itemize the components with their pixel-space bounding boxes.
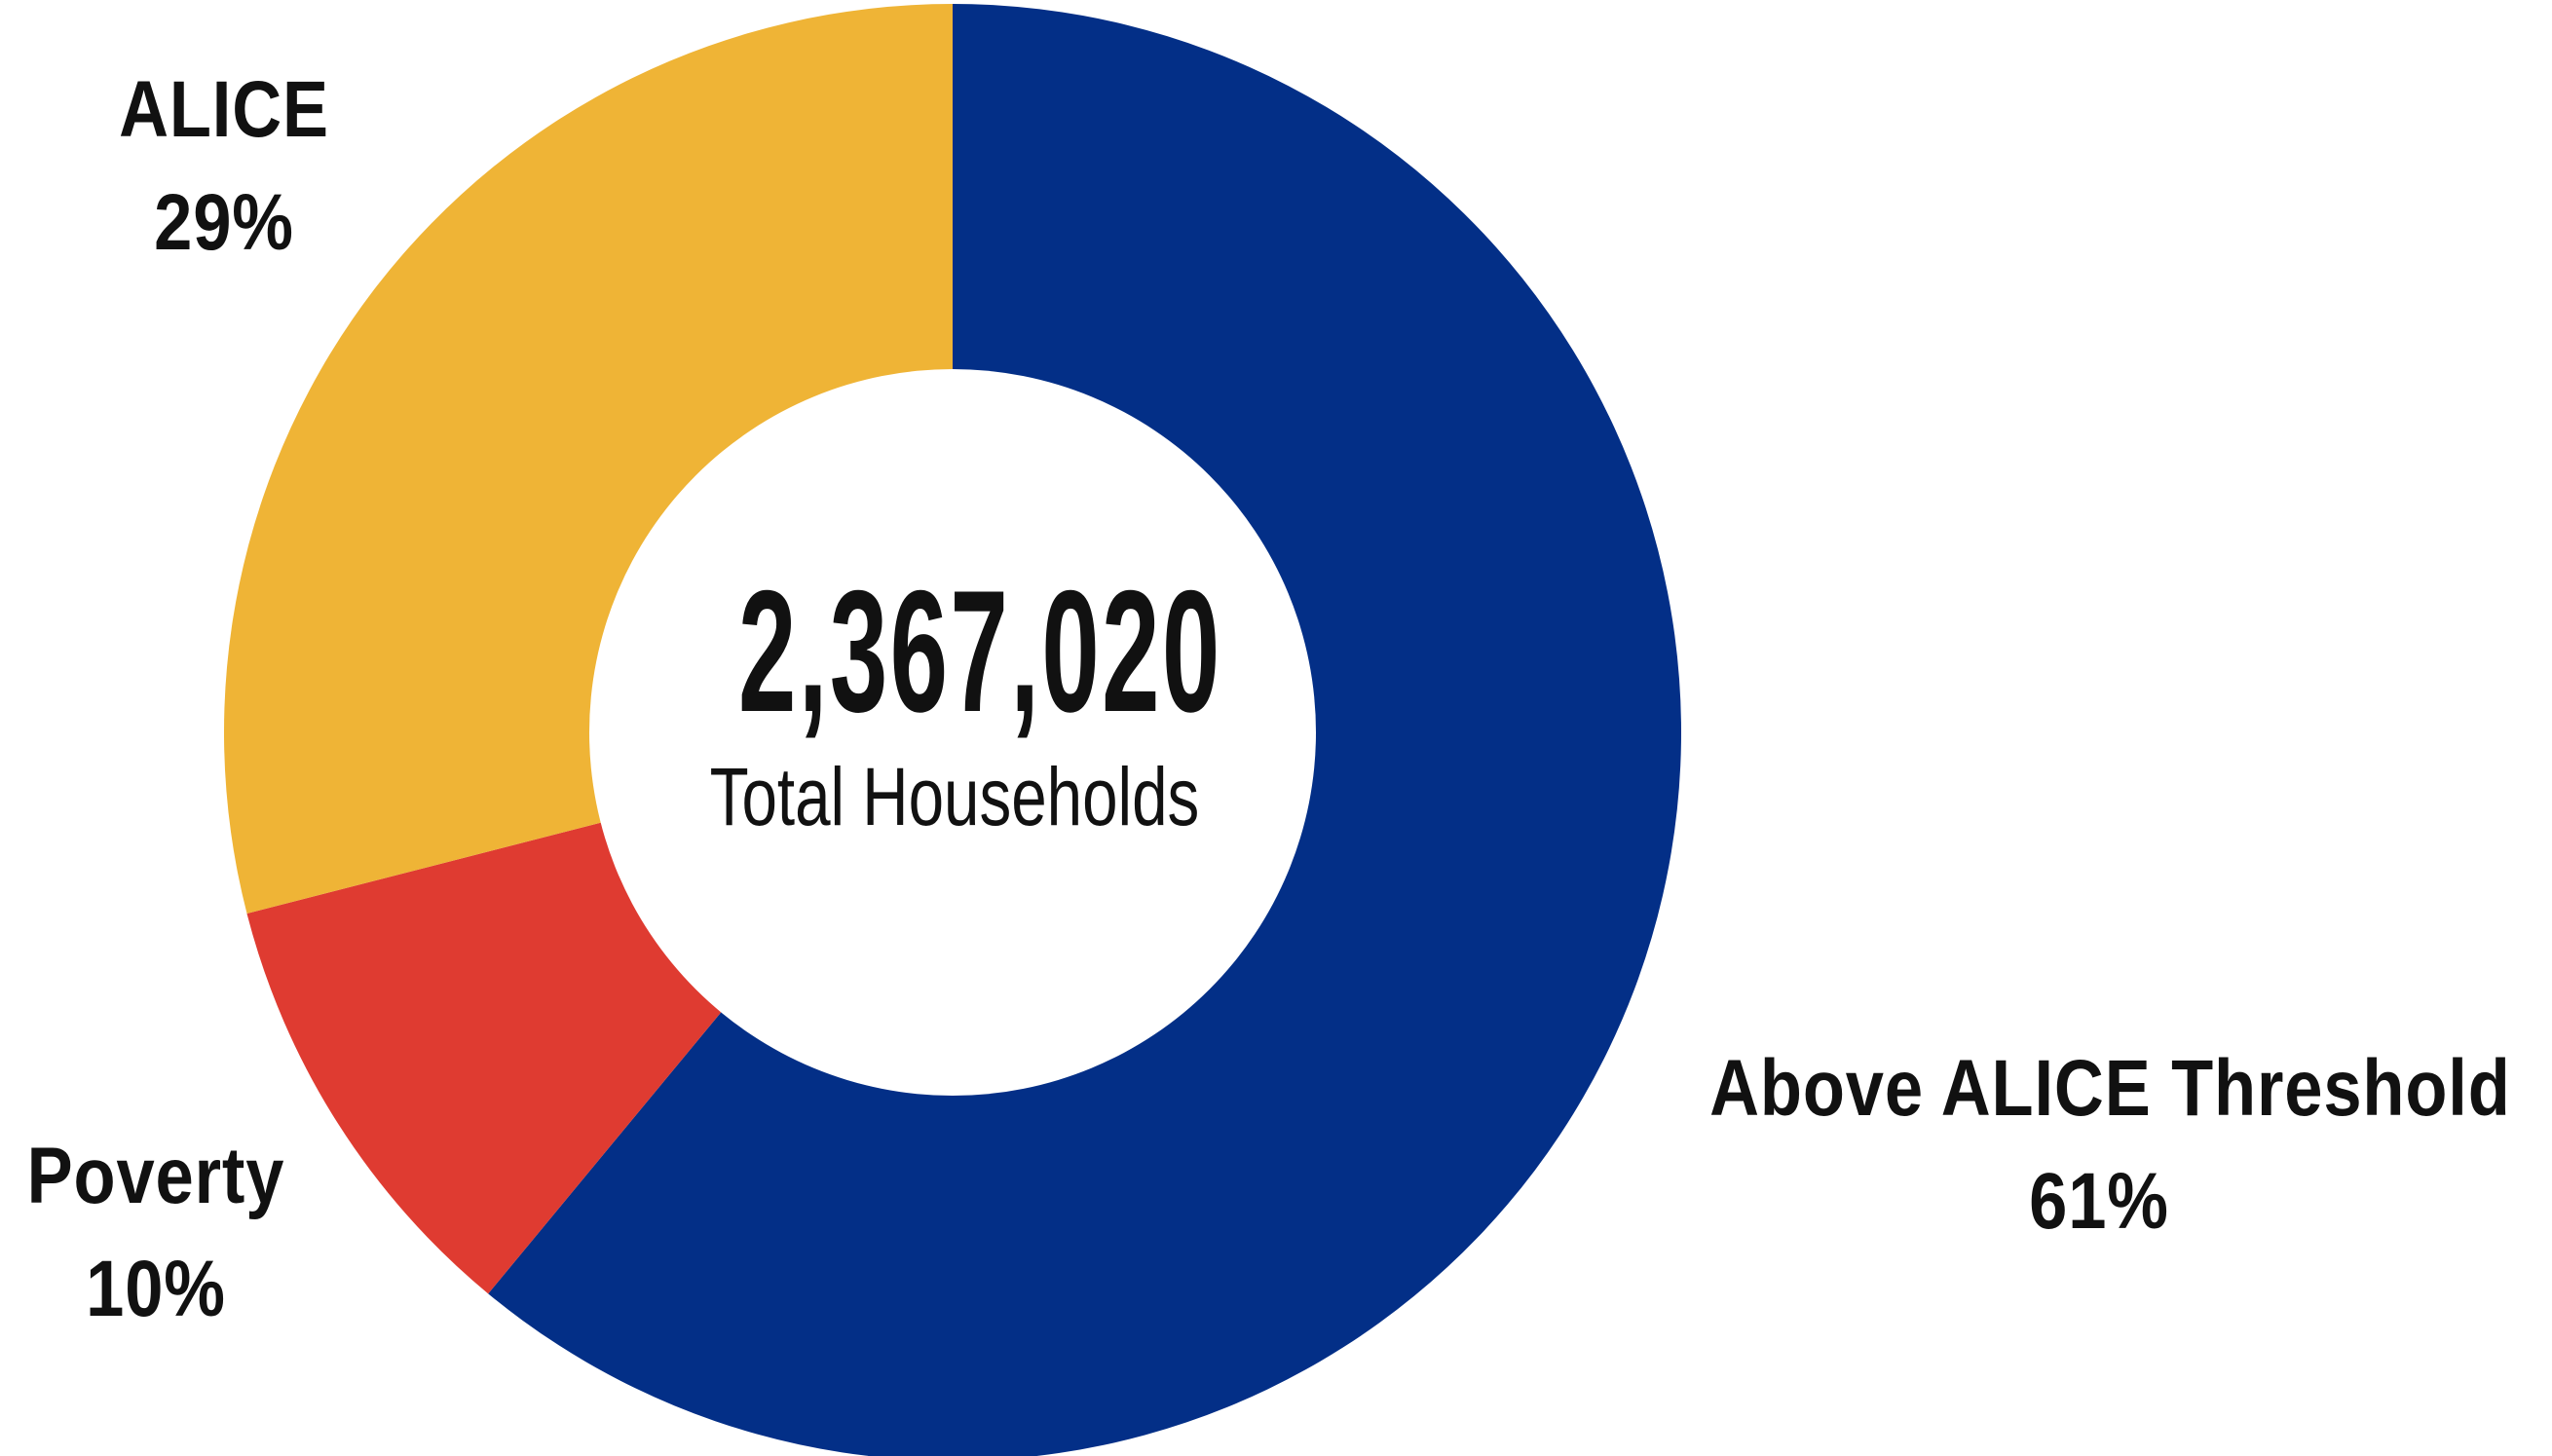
total-households-value: 2,367,020 (738, 554, 1222, 748)
donut-hole (589, 369, 1316, 1096)
total-households-caption: Total Households (709, 751, 1200, 842)
slice-label-poverty: Poverty 10% (0, 1120, 321, 1347)
slice-label-above-alice-threshold: Above ALICE Threshold 61% (1646, 1032, 2552, 1259)
slice-label-poverty-name: Poverty (26, 1132, 285, 1220)
center-text: 2,367,020 Total Households (594, 565, 1315, 846)
slice-label-above-alice-threshold-name: Above ALICE Threshold (1709, 1044, 2511, 1133)
slice-label-above-alice-threshold-percent: 61% (2029, 1157, 2169, 1247)
slice-label-poverty-percent: 10% (86, 1245, 226, 1334)
slice-label-alice-name: ALICE (119, 65, 329, 154)
slice-label-alice: ALICE 29% (39, 54, 409, 280)
slice-label-alice-percent: 29% (154, 178, 294, 268)
